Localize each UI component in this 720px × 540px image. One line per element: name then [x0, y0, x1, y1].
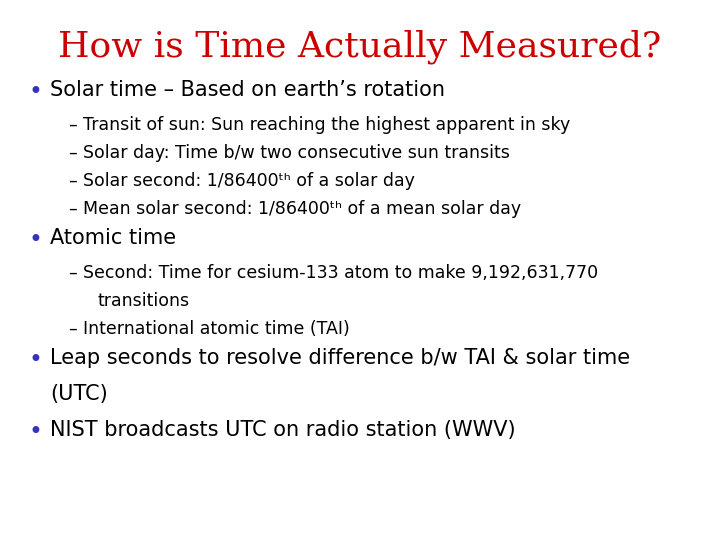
Text: Solar second: 1/86400ᵗʰ of a solar day: Solar second: 1/86400ᵗʰ of a solar day	[83, 172, 415, 190]
Text: Second: Time for cesium-133 atom to make 9,192,631,770: Second: Time for cesium-133 atom to make…	[83, 264, 598, 282]
Text: –: –	[68, 116, 77, 134]
Text: –: –	[68, 144, 77, 162]
Text: Atomic time: Atomic time	[50, 228, 176, 248]
Text: Mean solar second: 1/86400ᵗʰ of a mean solar day: Mean solar second: 1/86400ᵗʰ of a mean s…	[83, 200, 521, 218]
Text: (UTC): (UTC)	[50, 384, 108, 404]
Text: Solar day: Time b/w two consecutive sun transits: Solar day: Time b/w two consecutive sun …	[83, 144, 510, 162]
Text: Transit of sun: Sun reaching the highest apparent in sky: Transit of sun: Sun reaching the highest…	[83, 116, 570, 134]
Text: –: –	[68, 264, 77, 282]
Text: NIST broadcasts UTC on radio station (WWV): NIST broadcasts UTC on radio station (WW…	[50, 420, 516, 440]
Text: –: –	[68, 172, 77, 190]
Text: Leap seconds to resolve difference b/w TAI & solar time: Leap seconds to resolve difference b/w T…	[50, 348, 630, 368]
Text: Solar time – Based on earth’s rotation: Solar time – Based on earth’s rotation	[50, 80, 445, 100]
Text: •: •	[28, 348, 42, 372]
Text: •: •	[28, 420, 42, 444]
Text: International atomic time (TAI): International atomic time (TAI)	[83, 320, 350, 338]
Text: –: –	[68, 320, 77, 338]
Text: •: •	[28, 228, 42, 252]
Text: –: –	[68, 200, 77, 218]
Text: •: •	[28, 80, 42, 104]
Text: How is Time Actually Measured?: How is Time Actually Measured?	[58, 30, 662, 64]
Text: transitions: transitions	[97, 292, 189, 310]
